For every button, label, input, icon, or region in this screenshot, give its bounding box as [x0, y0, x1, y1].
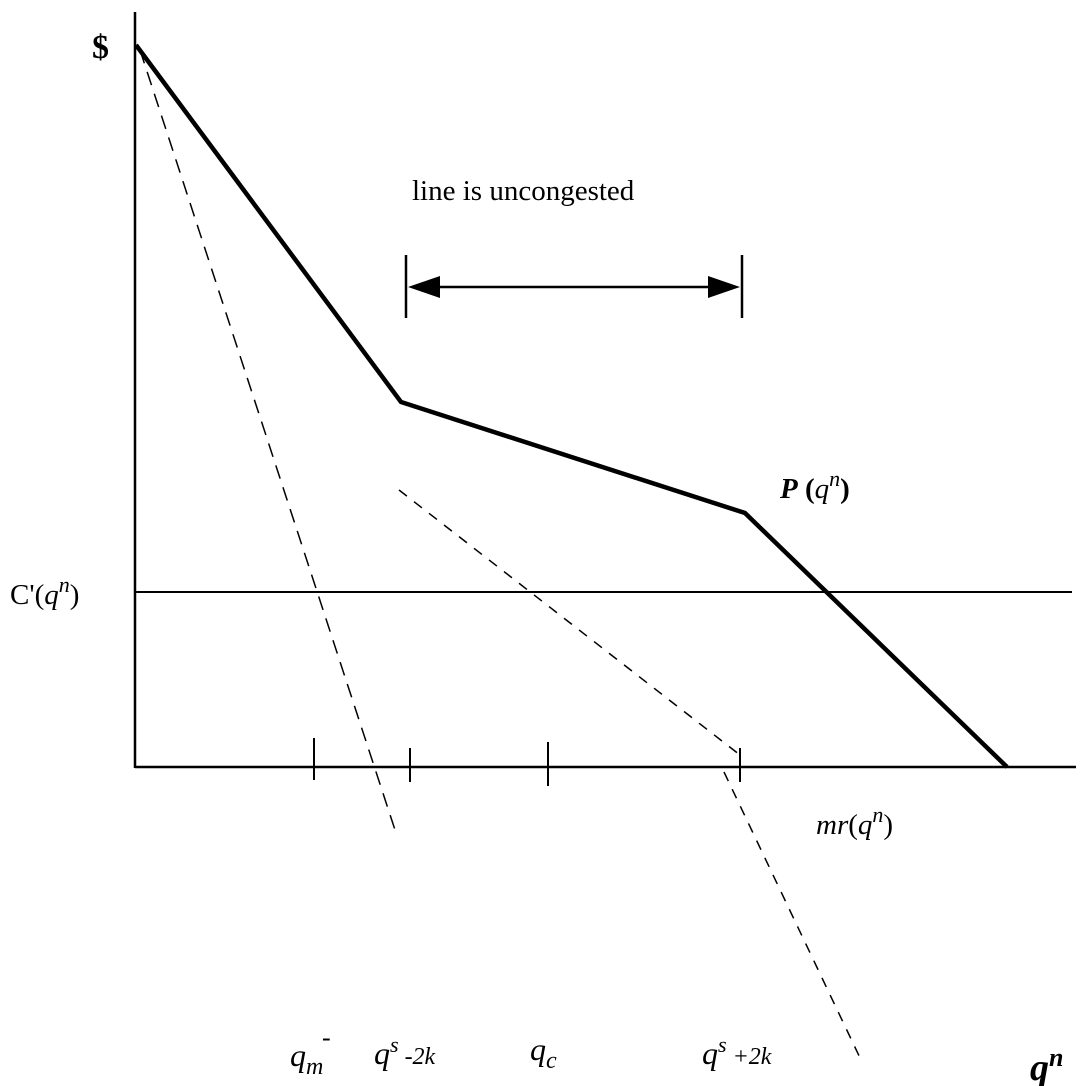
- cost-label-var: q: [44, 579, 59, 611]
- tick-label-qs-plus-sup: s: [718, 1032, 727, 1057]
- tick-label-q-m: qm: [290, 1037, 323, 1080]
- price-label-open: (: [798, 473, 815, 505]
- tick-label-qs-minus: qs -2k: [374, 1032, 436, 1071]
- mr-segment-3: [723, 771, 863, 1063]
- price-label-sup: n: [829, 466, 840, 491]
- tick-label-qs-plus-rest: +2k: [727, 1044, 772, 1070]
- x-axis-label-base: q: [1030, 1047, 1049, 1086]
- arrow-right-icon: [708, 276, 740, 298]
- mr-label-name: mr: [816, 809, 849, 841]
- tick-label-qs-minus-sup: s: [390, 1032, 399, 1057]
- tick-label-q-m-base: q: [290, 1037, 306, 1073]
- tick-label-q-c: qc: [530, 1031, 557, 1074]
- y-axis-label: $: [92, 29, 109, 66]
- price-label-close: ): [840, 473, 850, 505]
- arrow-left-icon: [408, 276, 440, 298]
- mr-segment-1: [139, 49, 397, 834]
- x-axis-label: qn: [1030, 1043, 1063, 1086]
- cost-label-suffix: ): [70, 579, 80, 611]
- x-axis-label-sup: n: [1049, 1043, 1063, 1072]
- mr-segment-2: [398, 489, 741, 756]
- price-label: P (qn): [779, 466, 850, 505]
- uncongested-note: line is uncongested: [412, 175, 635, 207]
- tick-label-q-m-bar: -: [322, 1023, 331, 1052]
- cost-label-prefix: C'(: [10, 579, 44, 611]
- tick-label-qs-minus-rest: -2k: [399, 1044, 436, 1070]
- price-label-var: q: [815, 473, 830, 505]
- tick-label-qs-plus-base: q: [702, 1035, 718, 1071]
- mr-label: mr(qn): [816, 802, 893, 841]
- tick-label-q-m-sub: m: [306, 1054, 323, 1080]
- mr-label-close: ): [883, 809, 893, 841]
- cost-label: C'(qn): [10, 572, 79, 611]
- price-curve: [134, 43, 1009, 769]
- mr-label-sup: n: [872, 802, 883, 827]
- price-label-name: P: [779, 473, 798, 505]
- tick-label-qs-plus: qs +2k: [702, 1032, 772, 1071]
- tick-label-qs-minus-base: q: [374, 1035, 390, 1071]
- mr-label-open: (: [848, 809, 858, 841]
- mr-label-var: q: [858, 809, 873, 841]
- tick-label-q-c-sub: c: [546, 1048, 557, 1074]
- cost-label-sup: n: [59, 572, 70, 597]
- tick-label-q-c-base: q: [530, 1031, 546, 1067]
